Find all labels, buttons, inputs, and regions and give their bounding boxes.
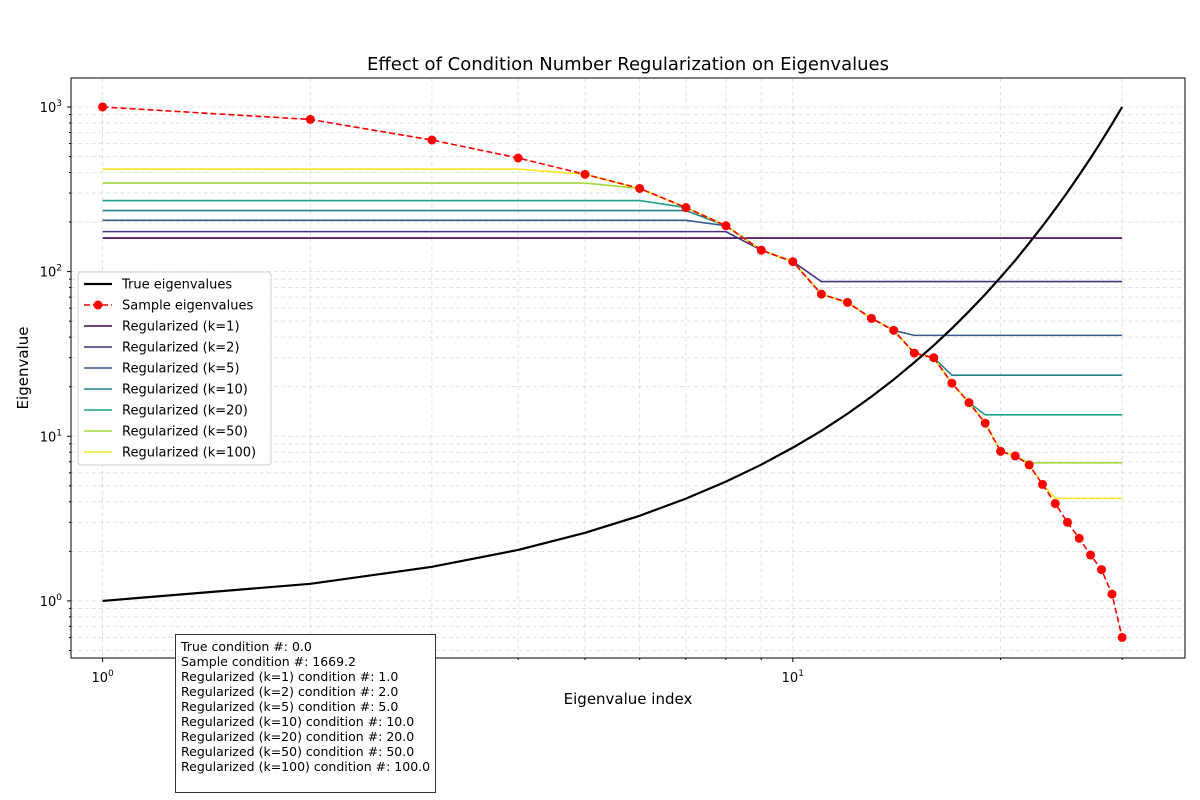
sample-point [681, 203, 691, 213]
sample-point [1037, 479, 1047, 489]
series-line-0 [102, 106, 1124, 603]
sample-point [1010, 451, 1020, 461]
sample-point [964, 398, 974, 408]
sample-point [513, 153, 523, 163]
condition-number-annotation: True condition #: 0.0 Sample condition #:… [175, 634, 436, 793]
legend-marker [93, 300, 103, 310]
legend-label: Regularized (k=2) [122, 341, 240, 356]
y-tick-label: 100 [40, 593, 63, 610]
condition-number-line: Regularized (k=100) condition #: 100.0 [181, 759, 431, 774]
sample-point [1062, 517, 1072, 527]
sample-point [1086, 550, 1096, 560]
x-tick-label: 100 [91, 669, 114, 686]
y-tick-label: 101 [40, 428, 62, 445]
sample-point [866, 313, 876, 323]
legend-label: True eigenvalues [121, 278, 232, 293]
condition-number-line: Regularized (k=1) condition #: 1.0 [181, 669, 399, 684]
sample-point [909, 348, 919, 358]
sample-point [1074, 533, 1084, 543]
condition-number-line: Regularized (k=2) condition #: 2.0 [181, 684, 399, 699]
y-tick-label: 102 [40, 264, 62, 281]
sample-point [580, 169, 590, 179]
legend: True eigenvalues Sample eigenvalues Regula… [77, 271, 272, 466]
sample-point [427, 135, 437, 145]
legend-label: Regularized (k=50) [122, 425, 248, 440]
legend-label: Regularized (k=100) [122, 446, 256, 461]
legend-label: Sample eigenvalues [122, 299, 253, 314]
sample-point [98, 102, 108, 112]
x-axis-label: Eigenvalue index [564, 690, 693, 708]
sample-point [1024, 460, 1034, 470]
condition-number-line: Regularized (k=10) condition #: 10.0 [181, 714, 415, 729]
sample-point [1096, 565, 1106, 575]
legend-label: Regularized (k=20) [122, 404, 248, 419]
condition-number-line: Regularized (k=5) condition #: 5.0 [181, 699, 399, 714]
legend-box [77, 271, 272, 466]
sample-point [889, 325, 899, 335]
sample-point [929, 353, 939, 363]
sample-point [980, 418, 990, 428]
y-tick-label: 103 [40, 99, 62, 116]
sample-point [788, 257, 798, 267]
sample-point [842, 297, 852, 307]
legend-label: Regularized (k=5) [122, 362, 240, 377]
series-group [98, 102, 1127, 642]
series-line-4 [102, 219, 1123, 337]
series-line-3 [102, 230, 1123, 283]
sample-point [1107, 589, 1117, 599]
sample-point [947, 378, 957, 388]
sample-point [1050, 499, 1060, 509]
legend-label: Regularized (k=10) [122, 383, 248, 398]
condition-number-line: Regularized (k=50) condition #: 50.0 [181, 744, 415, 759]
plot-frame [70, 77, 1186, 659]
condition-number-line: Regularized (k=20) condition #: 20.0 [181, 729, 415, 744]
legend-label: Regularized (k=1) [122, 320, 240, 335]
sample-point [635, 183, 645, 193]
x-tick-label: 101 [782, 669, 804, 686]
sample-point [1117, 632, 1127, 642]
sample-point [816, 289, 826, 299]
condition-number-line: Sample condition #: 1669.2 [181, 654, 357, 669]
axis-ticks: 100 101 100 101 102 103 [40, 99, 1123, 686]
y-axis-label: Eigenvalue [14, 327, 32, 410]
chart-title: Effect of Condition Number Regularizatio… [367, 54, 889, 75]
sample-point [996, 446, 1006, 456]
sample-point [756, 245, 766, 255]
sample-point [305, 114, 315, 124]
condition-number-line: True condition #: 0.0 [181, 639, 312, 654]
sample-point [721, 221, 731, 231]
